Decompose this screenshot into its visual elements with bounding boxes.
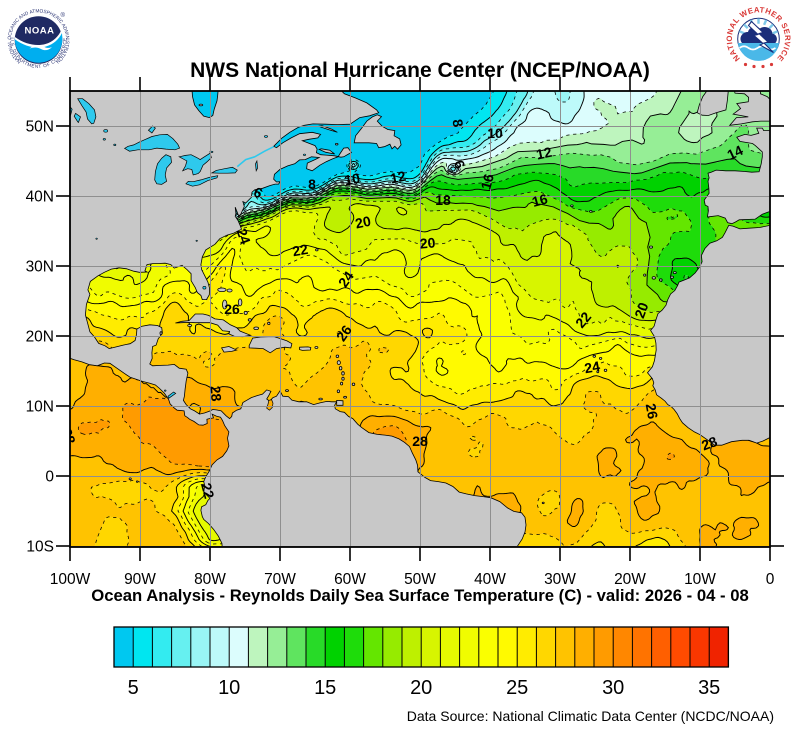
svg-text:22: 22 xyxy=(291,241,309,259)
svg-text:10N: 10N xyxy=(26,399,54,416)
svg-text:30N: 30N xyxy=(26,259,54,276)
svg-text:20N: 20N xyxy=(26,329,54,346)
svg-text:40W: 40W xyxy=(474,571,506,588)
svg-text:20: 20 xyxy=(631,300,651,320)
svg-text:15: 15 xyxy=(314,677,336,699)
svg-text:20: 20 xyxy=(410,677,432,699)
svg-text:28: 28 xyxy=(412,433,428,449)
svg-text:8: 8 xyxy=(449,118,466,129)
svg-text:28: 28 xyxy=(207,385,224,402)
svg-text:22: 22 xyxy=(198,481,218,500)
svg-text:30W: 30W xyxy=(544,571,576,588)
svg-text:10: 10 xyxy=(343,170,361,188)
svg-text:Ocean Analysis - Reynolds Dail: Ocean Analysis - Reynolds Daily Sea Surf… xyxy=(91,586,749,605)
svg-text:40N: 40N xyxy=(26,189,54,206)
svg-text:28: 28 xyxy=(59,426,79,446)
svg-text:16: 16 xyxy=(477,172,497,191)
svg-text:8: 8 xyxy=(308,176,316,192)
svg-text:NOAA: NOAA xyxy=(25,26,55,37)
svg-text:24: 24 xyxy=(234,226,254,246)
svg-text:60W: 60W xyxy=(334,571,366,588)
svg-text:50W: 50W xyxy=(404,571,436,588)
svg-text:80W: 80W xyxy=(194,571,226,588)
svg-text:12: 12 xyxy=(535,144,554,163)
svg-text:10: 10 xyxy=(218,677,240,699)
svg-text:25: 25 xyxy=(506,677,528,699)
svg-text:30: 30 xyxy=(602,677,624,699)
svg-text:18: 18 xyxy=(435,192,451,208)
svg-text:12: 12 xyxy=(389,168,408,187)
svg-text:5: 5 xyxy=(128,677,139,699)
svg-text:®: ® xyxy=(61,12,66,19)
svg-text:10S: 10S xyxy=(26,539,54,556)
svg-text:50N: 50N xyxy=(26,119,54,136)
svg-text:28: 28 xyxy=(699,433,719,453)
svg-text:NWS National Hurricane Center: NWS National Hurricane Center (NCEP/NOAA… xyxy=(190,59,650,82)
svg-text:Data Source: National Climatic: Data Source: National Climatic Data Cent… xyxy=(407,708,774,724)
svg-text:24: 24 xyxy=(583,358,601,376)
svg-text:35: 35 xyxy=(698,677,720,699)
svg-text:90W: 90W xyxy=(124,571,156,588)
svg-text:14: 14 xyxy=(724,142,745,163)
svg-text:10W: 10W xyxy=(684,571,716,588)
svg-text:26: 26 xyxy=(224,301,240,317)
svg-text:0: 0 xyxy=(766,571,775,588)
svg-text:20: 20 xyxy=(419,234,436,251)
svg-text:10: 10 xyxy=(487,125,503,141)
svg-text:100W: 100W xyxy=(50,571,91,588)
svg-text:16: 16 xyxy=(530,190,549,210)
svg-text:0: 0 xyxy=(45,469,54,486)
svg-text:26: 26 xyxy=(643,402,661,420)
svg-text:70W: 70W xyxy=(264,571,296,588)
svg-text:20: 20 xyxy=(354,213,373,232)
svg-text:20W: 20W xyxy=(614,571,646,588)
